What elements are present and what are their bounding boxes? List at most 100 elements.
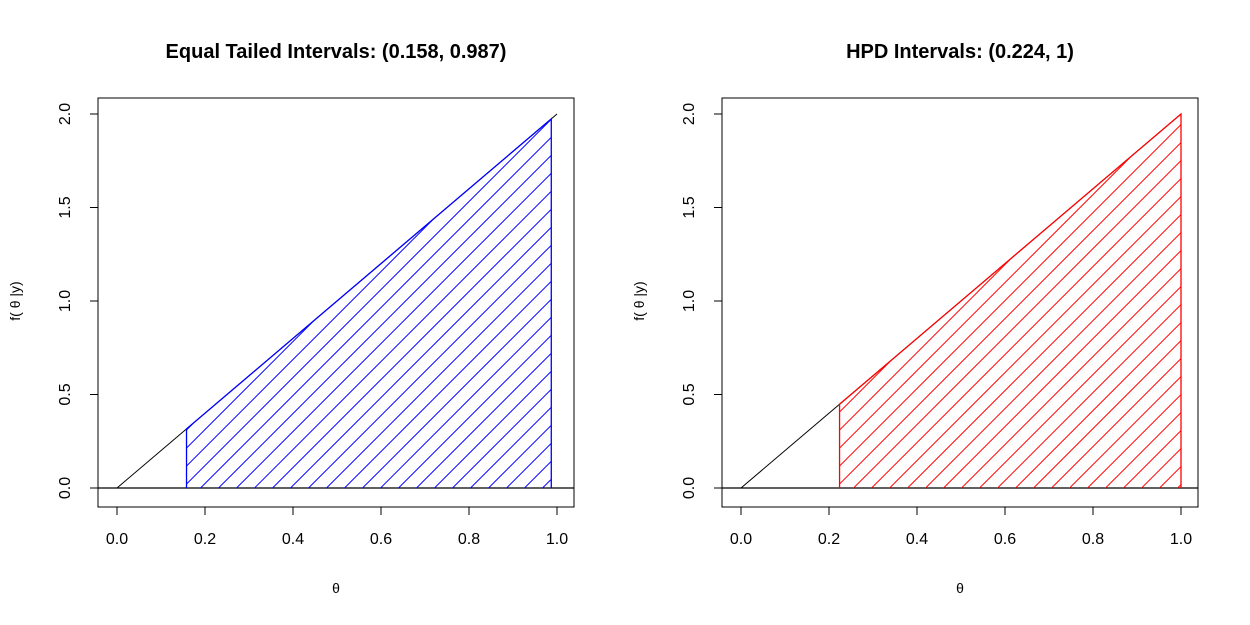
x-tick-label: 0.8 [458, 531, 480, 548]
hatch-line [839, 114, 1156, 488]
x-tick-label: 0.2 [194, 531, 216, 548]
plot-area: 0.0 0.2 0.4 0.6 0.8 1.0 0.0 0.5 1.0 1.5 2.0 [0, 78, 575, 548]
y-tick-label: 0.5 [57, 383, 74, 405]
hatch-line [460, 118, 552, 488]
chart-title: HPD Intervals: (0.224, 1) [846, 41, 1074, 63]
y-tick-label: 2.0 [681, 103, 698, 125]
right-plot-panel: HPD Intervals: (0.224, 1) 0.0 0.2 0.4 0.6 0.… [376, 41, 1250, 596]
y-tick-label: 0.0 [57, 477, 74, 499]
hatch-line [442, 118, 552, 488]
hatch-line [532, 118, 552, 488]
hatch-line [186, 118, 503, 488]
hatch-line [208, 118, 552, 488]
hatch-line [839, 114, 1181, 488]
left-plot-panel: Equal Tailed Intervals: (0.158, 0.987) 0… [0, 41, 575, 596]
x-tick-label: 0.8 [1082, 531, 1104, 548]
hatch-line [969, 114, 1181, 488]
hatch-line [987, 114, 1181, 488]
hatch-line [839, 114, 1181, 488]
hatch-line [839, 114, 1102, 488]
y-tick-label: 1.5 [681, 196, 698, 218]
x-tick-label: 0.6 [994, 531, 1016, 548]
hatch-line [839, 114, 958, 488]
interval-outline [838, 112, 1182, 488]
hatch-line [280, 118, 552, 488]
y-axis-label: f( θ |y) [7, 281, 23, 320]
x-tick-label: 1.0 [1170, 531, 1192, 548]
hatch-line [186, 118, 552, 488]
y-tick-label: 1.5 [57, 196, 74, 218]
hatch-line [190, 118, 552, 488]
hatch-line [1186, 78, 1250, 498]
hatch-line [262, 118, 552, 488]
hatch-line [1023, 114, 1181, 488]
hatch-line [839, 114, 1030, 488]
y-tick-label: 1.0 [57, 290, 74, 312]
x-tick-label: 0.2 [818, 531, 840, 548]
hatch-line [839, 114, 868, 488]
hatch-line [843, 114, 1181, 488]
x-tick-label: 0.4 [282, 531, 304, 548]
hatch-line [186, 118, 467, 488]
hatch-line [376, 78, 796, 498]
hatch-line [897, 114, 1181, 488]
hatch-line [186, 118, 323, 488]
hatch-line [406, 118, 552, 488]
hatch-line [1113, 114, 1181, 488]
hatch-line [186, 118, 552, 488]
x-tick-label: 0.4 [906, 531, 928, 548]
hatch-line [496, 118, 552, 488]
hatch-line [186, 118, 395, 488]
hatch-line [412, 78, 832, 498]
hatch-line [186, 118, 233, 488]
hatch-line [186, 118, 539, 488]
x-tick-label: 1.0 [546, 531, 568, 548]
hatch-line [1077, 114, 1181, 488]
x-axis-label: θ [332, 580, 340, 596]
hatch-line [186, 118, 251, 488]
hatch-line [0, 78, 179, 498]
hatch-line [839, 114, 922, 488]
hatch-line [186, 118, 215, 488]
hatch-line [839, 114, 1012, 488]
hatch-line [0, 78, 161, 498]
hatch-line [478, 118, 552, 488]
hatch-line [839, 114, 1048, 488]
hatch-line [244, 118, 552, 488]
hatch-line [298, 118, 552, 488]
hatch-line [839, 114, 976, 488]
hatch-line [915, 114, 1181, 488]
hatch-line [839, 114, 886, 488]
hatch-line [839, 114, 1120, 488]
y-tick-label: 2.0 [57, 103, 74, 125]
y-tick-label: 0.0 [681, 477, 698, 499]
hatch-line [186, 118, 449, 488]
hatch-line [951, 114, 1181, 488]
plot-area: 0.0 0.2 0.4 0.6 0.8 1.0 0.0 0.5 1.0 1.5 2.0 [376, 78, 1250, 548]
hatch-line [839, 114, 1174, 488]
hatch-line [334, 118, 552, 488]
hatch-line [316, 118, 552, 488]
y-tick-label: 1.0 [681, 290, 698, 312]
hatch-line [839, 114, 1181, 488]
hatch-line [186, 118, 413, 488]
hatch-line [550, 118, 552, 488]
hatch-line [388, 118, 552, 488]
hatch-line [424, 118, 552, 488]
hatch-line [1059, 114, 1181, 488]
hatch-line [186, 118, 485, 488]
hatch-line [186, 118, 269, 488]
hatch-line [1041, 114, 1181, 488]
hatch-line [394, 78, 814, 498]
hatch-line [186, 118, 552, 488]
x-axis-label: θ [956, 580, 964, 596]
x-tick-label: 0.0 [106, 531, 128, 548]
hatch-line [370, 118, 552, 488]
hatch-line [861, 114, 1181, 488]
hatch-line [226, 118, 552, 488]
hatch-line [186, 118, 287, 488]
interval-outline [185, 117, 552, 488]
hatch-line [1005, 114, 1181, 488]
hatch-line [839, 114, 904, 488]
hatch-lines [0, 78, 552, 498]
